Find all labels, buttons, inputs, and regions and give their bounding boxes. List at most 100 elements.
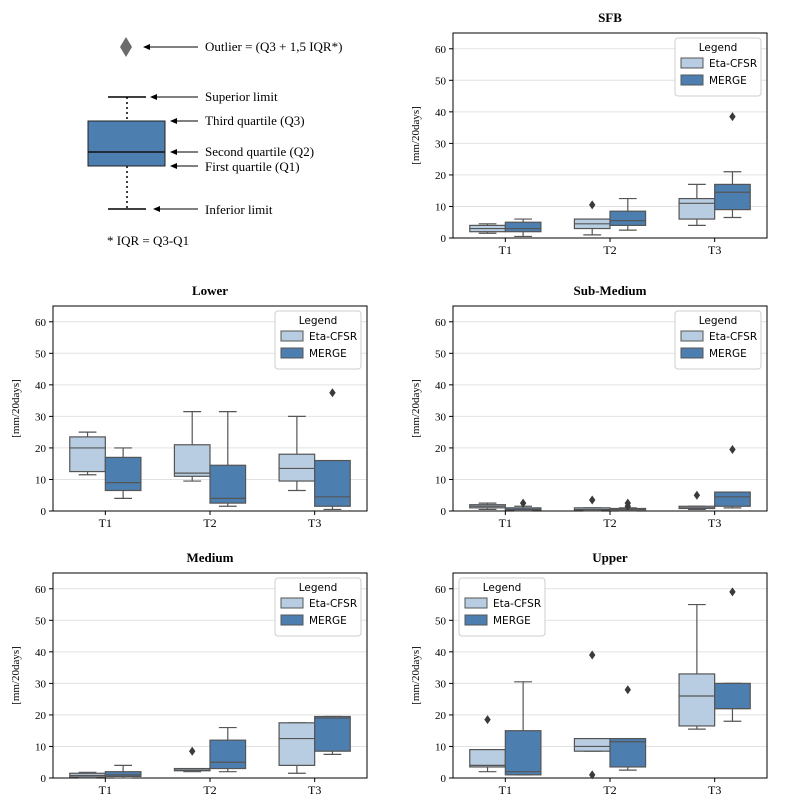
outlier-marker <box>729 445 736 454</box>
y-tick-label: 50 <box>435 75 447 87</box>
y-tick-label: 30 <box>435 411 447 423</box>
box-merge-t1 <box>504 681 542 776</box>
outlier-diamond-icon <box>120 37 132 57</box>
box-eta-cfsr-t1 <box>69 771 106 779</box>
legend-label-merge: MERGE <box>493 615 531 627</box>
legend-title: Legend <box>299 315 338 327</box>
box-merge-t1 <box>504 218 542 238</box>
box-merge-t1 <box>504 498 542 512</box>
y-axis-label: [mm/20days] <box>410 379 422 438</box>
box-eta-cfsr-t1 <box>469 502 506 511</box>
chart-title: Upper <box>592 550 628 565</box>
box-body <box>714 183 751 211</box>
legend-swatch-merge <box>464 614 488 626</box>
chart-svg-sfb: 0 10 20 30 40 50 60 SFB [mm/20days] T1 T2 T3 Legend E… <box>410 10 768 257</box>
x-tick-label: T1 <box>99 783 112 797</box>
q2-arrowhead-icon <box>170 149 177 155</box>
legend-swatch-merge <box>680 347 704 359</box>
chart-title: Lower <box>192 283 228 298</box>
y-tick-label: 0 <box>441 773 447 785</box>
box-body <box>609 210 647 226</box>
box-eta-cfsr-t1 <box>69 431 106 476</box>
y-tick-label: 10 <box>435 474 447 486</box>
y-axis-label: [mm/20days] <box>410 106 422 165</box>
legend: Legend Eta-CFSR MERGE <box>674 37 762 97</box>
outlier-label: Outlier = (Q3 + 1,5 IQR*) <box>205 39 342 54</box>
box-body <box>278 453 316 482</box>
y-tick-label: 0 <box>41 506 47 518</box>
y-tick-label: 50 <box>435 348 447 360</box>
box-merge-t2 <box>609 685 647 771</box>
y-tick-label: 40 <box>435 647 447 659</box>
legend-title: Legend <box>699 315 738 327</box>
box-body <box>314 459 351 507</box>
outlier-marker <box>589 650 596 660</box>
y-tick-label: 60 <box>435 44 447 56</box>
superior-limit-label: Superior limit <box>205 89 278 104</box>
box-body <box>173 444 211 477</box>
box-body <box>504 221 542 233</box>
y-tick-label: 40 <box>35 380 47 392</box>
y-tick-label: 40 <box>435 107 447 119</box>
superior-arrowhead-icon <box>150 94 157 100</box>
legend-swatch-merge <box>280 614 304 626</box>
box-body <box>573 737 611 752</box>
x-tick-label: T3 <box>308 516 321 530</box>
outlier-marker <box>589 200 596 210</box>
legend-title: Legend <box>699 42 738 54</box>
box-body <box>678 197 716 220</box>
chart-svg-submedium: 0 10 20 30 40 50 60 Sub-Medium [mm/20days] T1 T2 T3… <box>410 283 768 530</box>
x-tick-label: T3 <box>708 243 721 257</box>
box-merge-t2 <box>609 197 647 231</box>
box-eta-cfsr-t2 <box>173 746 211 773</box>
legend-swatch-eta-cfsr <box>464 597 488 609</box>
y-tick-label: 30 <box>35 678 47 690</box>
x-tick-label: T2 <box>603 243 616 257</box>
box-body <box>469 749 506 768</box>
box-merge-t1 <box>104 447 142 499</box>
outlier-marker <box>729 112 736 122</box>
box-merge-t3 <box>714 445 751 509</box>
y-tick-label: 0 <box>441 233 447 245</box>
box-body <box>209 464 247 504</box>
outlier-marker <box>589 770 596 780</box>
box-eta-cfsr-t1 <box>469 223 506 234</box>
legend-swatch-eta-cfsr <box>680 330 704 342</box>
outlier-marker <box>484 715 491 725</box>
legend-swatch-eta-cfsr <box>680 57 704 69</box>
x-tick-label: T2 <box>603 516 616 530</box>
y-tick-label: 50 <box>435 615 447 627</box>
y-tick-label: 10 <box>435 201 447 213</box>
y-tick-label: 20 <box>35 710 47 722</box>
y-tick-label: 20 <box>35 443 47 455</box>
y-tick-label: 0 <box>41 773 47 785</box>
legend-swatch-eta-cfsr <box>280 330 304 342</box>
chart-sfb: 0 10 20 30 40 50 60 SFB [mm/20days] T1 T2 T3 Legend E… <box>405 5 780 260</box>
chart-title: SFB <box>598 10 622 25</box>
y-axis-label: [mm/20days] <box>10 379 22 438</box>
box-merge-t2 <box>209 726 247 773</box>
y-tick-label: 10 <box>435 741 447 753</box>
q2-label: Second quartile (Q2) <box>205 144 314 159</box>
box-body <box>314 715 351 752</box>
legend-title: Legend <box>483 582 522 594</box>
box-body <box>714 491 751 507</box>
box-merge-t3 <box>314 623 351 755</box>
legend-label-eta-cfsr: Eta-CFSR <box>709 331 757 343</box>
box-merge-t1 <box>104 764 142 779</box>
legend-swatch-merge <box>280 347 304 359</box>
x-tick-label: T3 <box>308 783 321 797</box>
y-axis-label: [mm/20days] <box>410 646 422 705</box>
y-tick-label: 60 <box>435 584 447 596</box>
chart-svg-upper: 0 10 20 30 40 50 60 Upper [mm/20days] T1 T2 T3 Legen… <box>410 550 768 797</box>
q3-arrowhead-icon <box>170 118 177 124</box>
y-tick-label: 0 <box>441 506 447 518</box>
box-eta-cfsr-t2 <box>173 411 211 482</box>
outlier-marker <box>189 746 196 756</box>
box-body <box>714 682 751 710</box>
legend-swatch-eta-cfsr <box>280 597 304 609</box>
legend-label-eta-cfsr: Eta-CFSR <box>493 598 541 610</box>
y-tick-label: 40 <box>435 380 447 392</box>
q1-label: First quartile (Q1) <box>205 159 300 174</box>
x-tick-label: T2 <box>603 783 616 797</box>
